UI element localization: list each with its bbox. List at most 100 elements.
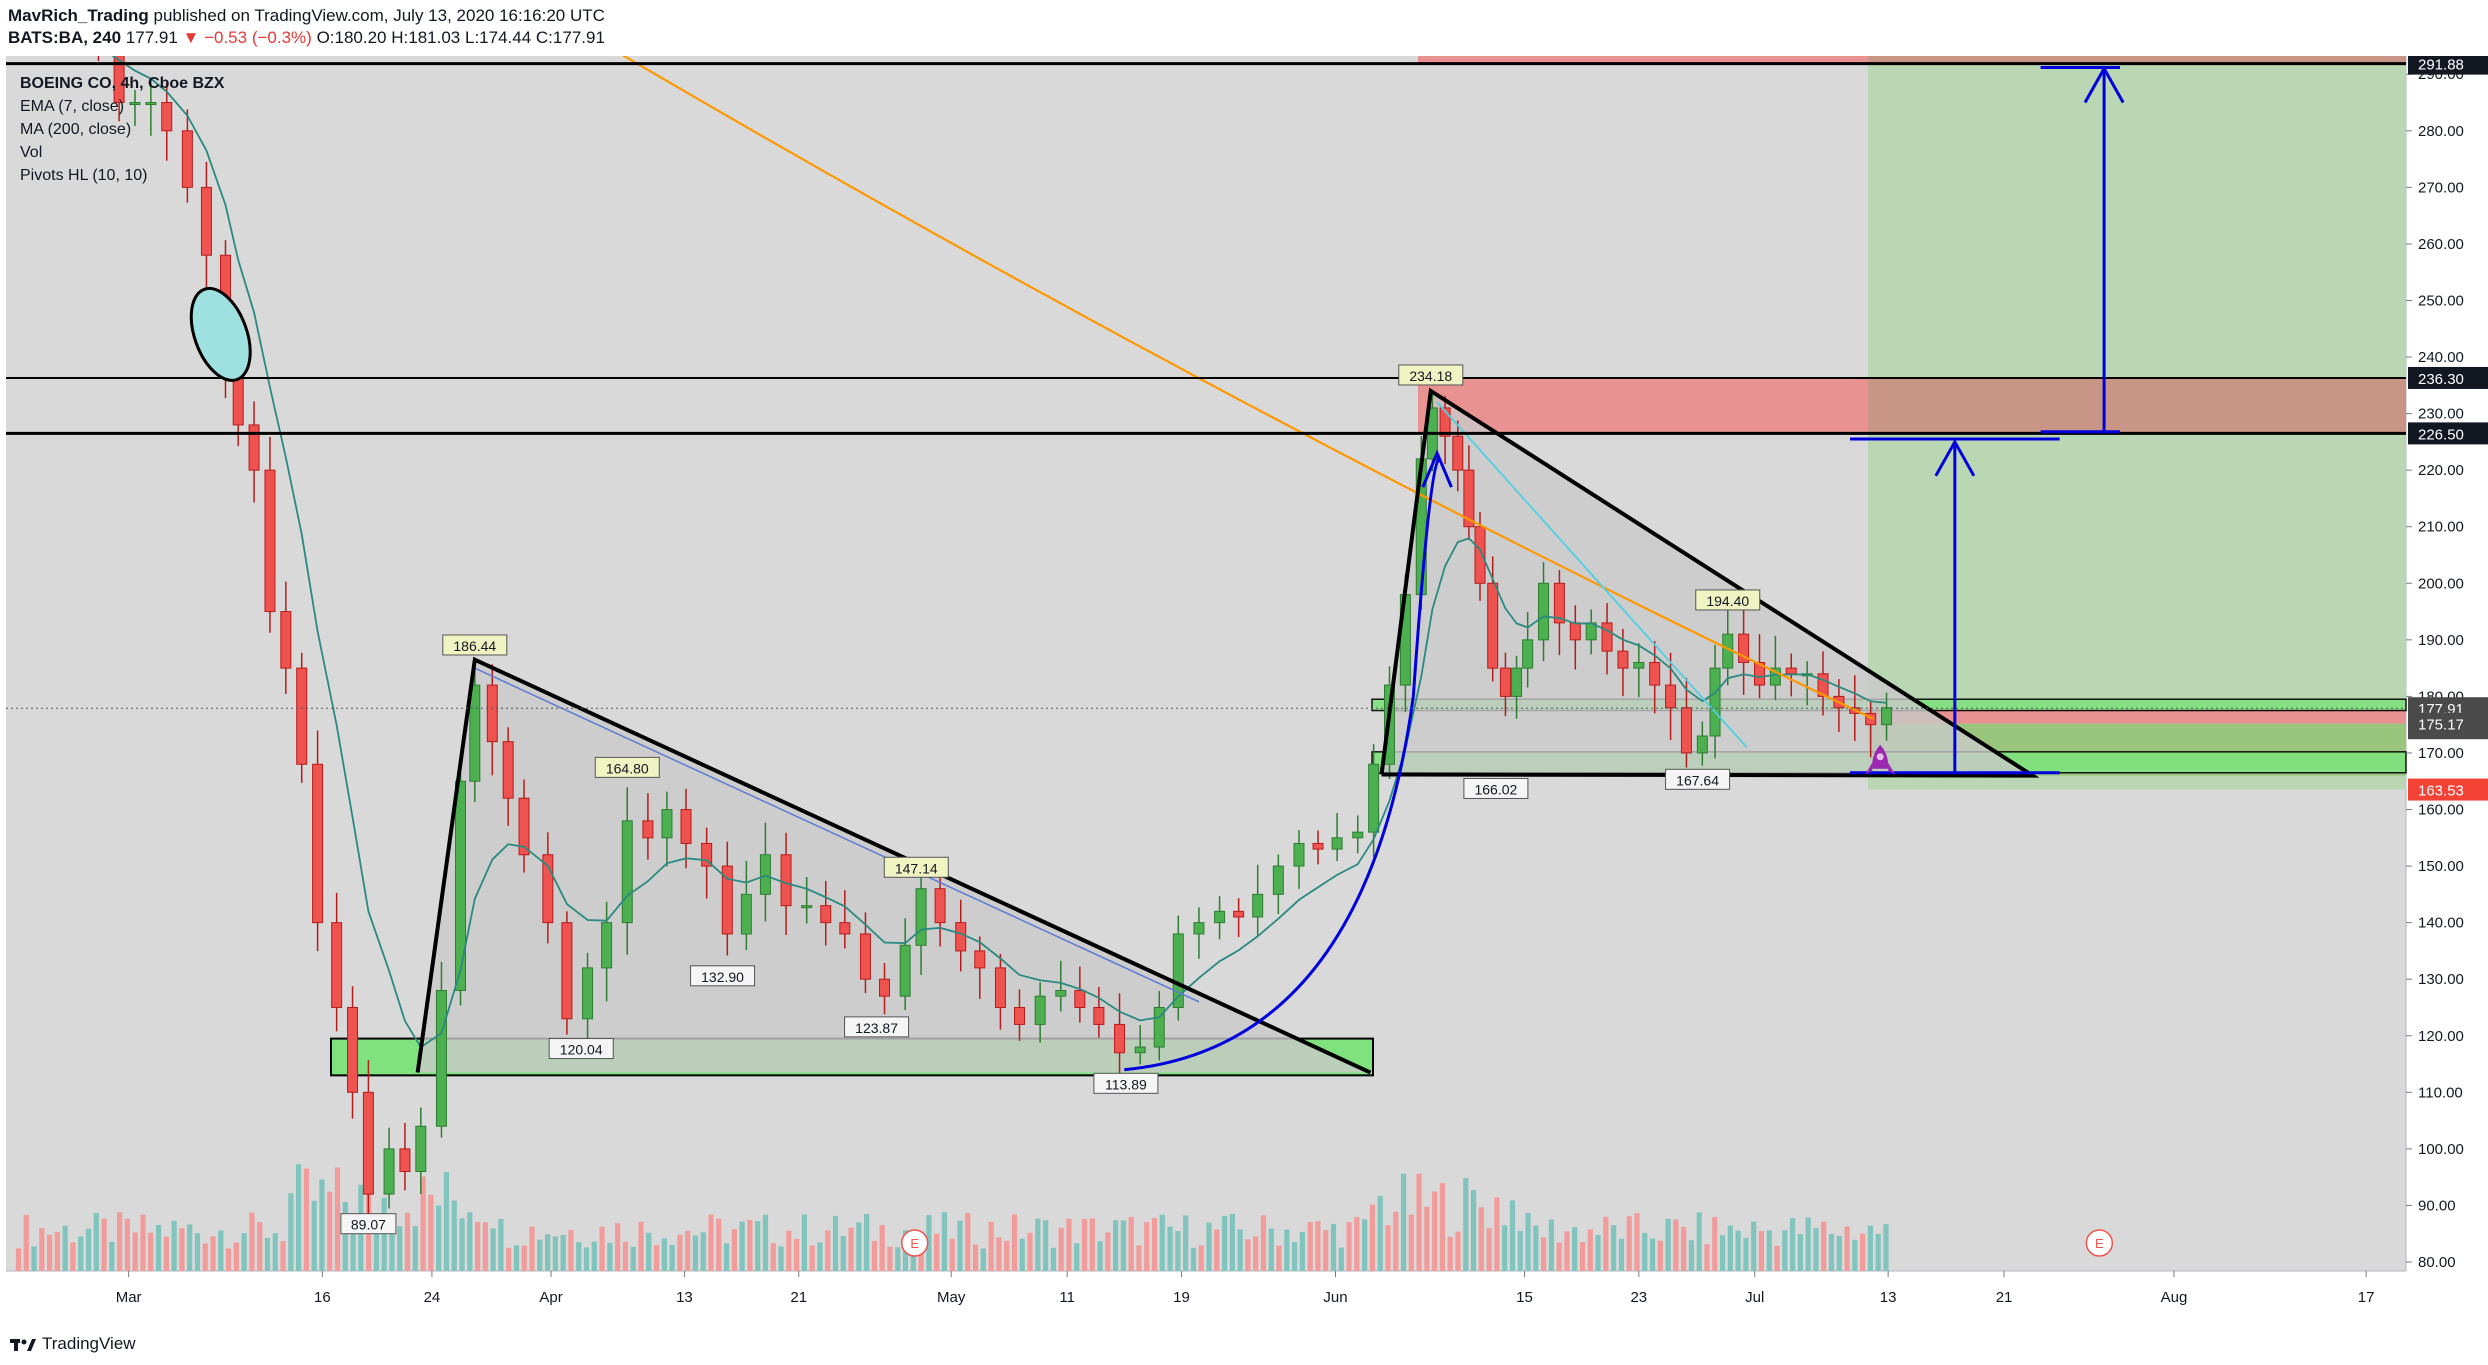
candle-body xyxy=(1034,995,1046,1025)
price-label: 163.53 xyxy=(2418,783,2464,800)
volume-bar xyxy=(459,1218,465,1271)
volume-bar xyxy=(148,1232,154,1271)
candle-body xyxy=(839,922,851,935)
overlap-zone-top xyxy=(1868,56,2406,64)
volume-bar xyxy=(257,1222,263,1271)
candle-body xyxy=(1522,639,1534,669)
candle-body xyxy=(1193,922,1205,935)
volume-bar xyxy=(1377,1195,1383,1271)
tradingview-brand[interactable]: TradingView xyxy=(10,1334,136,1354)
legend-vol[interactable]: Vol xyxy=(20,144,43,161)
volume-bar xyxy=(1642,1232,1648,1271)
volume-bar xyxy=(895,1247,901,1271)
candle-body xyxy=(582,967,594,1020)
publication-header: MavRich_Trading published on TradingView… xyxy=(0,0,2488,52)
volume-bar xyxy=(801,1214,807,1271)
x-tick-label: 13 xyxy=(676,1289,693,1306)
volume-bar xyxy=(1346,1222,1352,1271)
volume-bar xyxy=(179,1228,185,1271)
volume-bar xyxy=(1151,1218,1158,1271)
author-name[interactable]: MavRich_Trading xyxy=(8,6,149,25)
candle-body xyxy=(1252,893,1264,918)
legend-ema[interactable]: EMA (7, close) xyxy=(20,98,125,115)
time-axis-background xyxy=(6,1271,2406,1321)
volume-bar xyxy=(350,1218,356,1271)
volume-bar xyxy=(1424,1206,1430,1271)
pivot-label: 123.87 xyxy=(855,1020,898,1036)
volume-bar xyxy=(1221,1215,1228,1271)
pivot-label-box xyxy=(548,1038,614,1060)
volume-bar xyxy=(1618,1238,1625,1271)
volume-bar xyxy=(218,1230,224,1271)
candle-body xyxy=(1134,1046,1146,1054)
candle-body xyxy=(113,56,125,104)
earnings-marker-2 xyxy=(2085,1229,2114,1257)
pivot-label: 186.44 xyxy=(453,638,496,654)
volume-bar xyxy=(1307,1222,1313,1271)
candle-body xyxy=(974,950,986,969)
volume-bar xyxy=(1369,1204,1376,1271)
down-arrow-icon: ▼ xyxy=(182,28,200,47)
volume-bar xyxy=(187,1224,193,1271)
volume-bar xyxy=(1206,1222,1212,1271)
highlight-ellipse xyxy=(189,286,252,382)
volume-bar xyxy=(770,1243,776,1271)
candle-body xyxy=(542,854,554,924)
volume-bar xyxy=(879,1225,885,1271)
candle-body xyxy=(721,865,733,935)
volume-bar xyxy=(638,1221,644,1271)
volume-bar xyxy=(1066,1218,1072,1271)
pivot-label: 194.40 xyxy=(1706,593,1749,609)
pivot-label: 132.90 xyxy=(701,969,744,985)
x-tick-label: 16 xyxy=(314,1289,331,1306)
volume-bar xyxy=(490,1228,496,1271)
volume-bar xyxy=(163,1236,169,1271)
volume-bar xyxy=(311,1200,317,1271)
candle-body xyxy=(181,130,193,188)
volume-bar xyxy=(521,1245,527,1271)
volume-bar xyxy=(1766,1230,1772,1271)
volume-bar xyxy=(552,1236,558,1271)
volume-bar xyxy=(1502,1225,1508,1271)
price-chart[interactable]: E E 186.44 164.80 147.14 132.90 120.04 123.87 1… xyxy=(0,56,2488,1322)
legend-ma[interactable]: MA (200, close) xyxy=(20,121,132,138)
volume-bar xyxy=(1844,1226,1850,1271)
candle-body xyxy=(1680,707,1692,754)
volume-bar xyxy=(1649,1238,1656,1271)
candle-body xyxy=(415,1125,427,1173)
volume-bar xyxy=(1354,1217,1360,1271)
volume-bar xyxy=(646,1232,652,1271)
volume-bar xyxy=(591,1241,597,1271)
y-tick-label: 230.00 xyxy=(2418,406,2464,423)
candle-body xyxy=(248,424,260,471)
x-tick-label: Aug xyxy=(2161,1289,2188,1306)
candle-body xyxy=(642,820,654,839)
volume-bar xyxy=(443,1171,450,1271)
pivot-label: 164.80 xyxy=(606,760,649,776)
y-tick-label: 130.00 xyxy=(2418,971,2464,988)
volume-bar xyxy=(1486,1228,1492,1271)
candle-body xyxy=(455,780,467,992)
volume-bar xyxy=(1105,1232,1111,1271)
volume-bar xyxy=(1805,1217,1811,1271)
price-label: 291.88 xyxy=(2418,57,2464,74)
curve-arrowhead xyxy=(1421,449,1453,488)
volume-bar xyxy=(1564,1231,1570,1271)
volume-bar xyxy=(723,1243,730,1271)
volume-bar xyxy=(583,1247,590,1271)
symbol: BATS:BA, 240 xyxy=(8,28,122,47)
volume-bar xyxy=(1883,1224,1889,1271)
triangle-outline-left xyxy=(415,656,1372,1075)
volume-bar xyxy=(210,1236,216,1271)
earnings-marker-1-label: E xyxy=(910,1236,919,1251)
volume-bar xyxy=(404,1212,411,1271)
candle-body xyxy=(1463,469,1475,528)
volume-bar xyxy=(1774,1245,1780,1271)
earnings-marker-1 xyxy=(900,1229,929,1257)
volume-bar xyxy=(31,1246,37,1271)
ohlc-high: H:181.03 xyxy=(391,28,461,47)
volume-bar xyxy=(1875,1233,1881,1271)
legend-pivots[interactable]: Pivots HL (10, 10) xyxy=(20,167,148,184)
volume-bar xyxy=(1556,1242,1562,1271)
volume-bar xyxy=(778,1246,784,1271)
